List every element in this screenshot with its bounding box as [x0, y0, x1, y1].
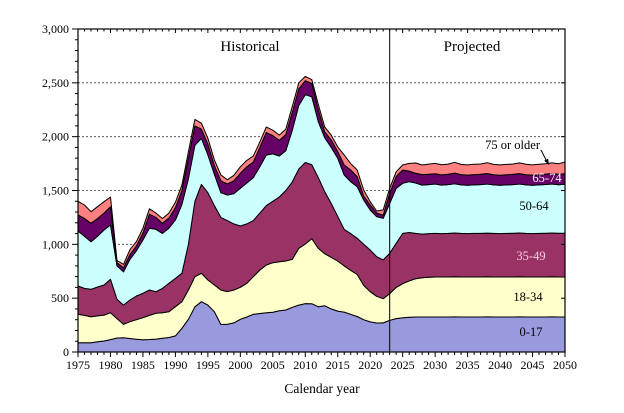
x-tick-label: 2040: [488, 358, 512, 372]
annotation-projected: Projected: [444, 39, 501, 55]
y-tick-label: 0: [63, 345, 69, 359]
x-tick-label: 2035: [456, 358, 480, 372]
y-tick-label: 500: [51, 291, 69, 305]
x-tick-label: 2020: [358, 358, 382, 372]
y-tick-label: 3,000: [42, 22, 69, 36]
y-tick-label: 1,500: [42, 184, 69, 198]
series-label-65-74: 65-74: [532, 171, 562, 185]
series-label-35-49: 35-49: [516, 249, 545, 263]
x-tick-label: 2025: [391, 358, 415, 372]
x-axis-title: Calendar year: [284, 381, 360, 396]
y-tick-label: 2,500: [42, 76, 69, 90]
series-label-18-34: 18-34: [513, 290, 543, 304]
x-tick-label: 2000: [228, 358, 252, 372]
x-tick-label: 1995: [196, 358, 220, 372]
x-tick-label: 1990: [163, 358, 187, 372]
y-tick-label: 1,000: [42, 237, 69, 251]
x-tick-label: 2010: [293, 358, 317, 372]
x-tick-label: 2005: [261, 358, 285, 372]
x-tick-label: 2015: [326, 358, 350, 372]
x-tick-label: 2045: [521, 358, 545, 372]
y-tick-label: 2,000: [42, 130, 69, 144]
x-tick-label: 1980: [98, 358, 122, 372]
x-tick-label: 1975: [66, 358, 90, 372]
series-label-50-64: 50-64: [519, 199, 549, 213]
x-tick-label: 2050: [553, 358, 577, 372]
x-tick-label: 2030: [423, 358, 447, 372]
series-label-75-or-older: 75 or older: [485, 138, 541, 152]
annotation-historical: Historical: [220, 39, 279, 55]
x-tick-label: 1985: [131, 358, 155, 372]
callout-arrowhead: [544, 158, 549, 165]
series-label-0-17: 0-17: [520, 325, 543, 339]
